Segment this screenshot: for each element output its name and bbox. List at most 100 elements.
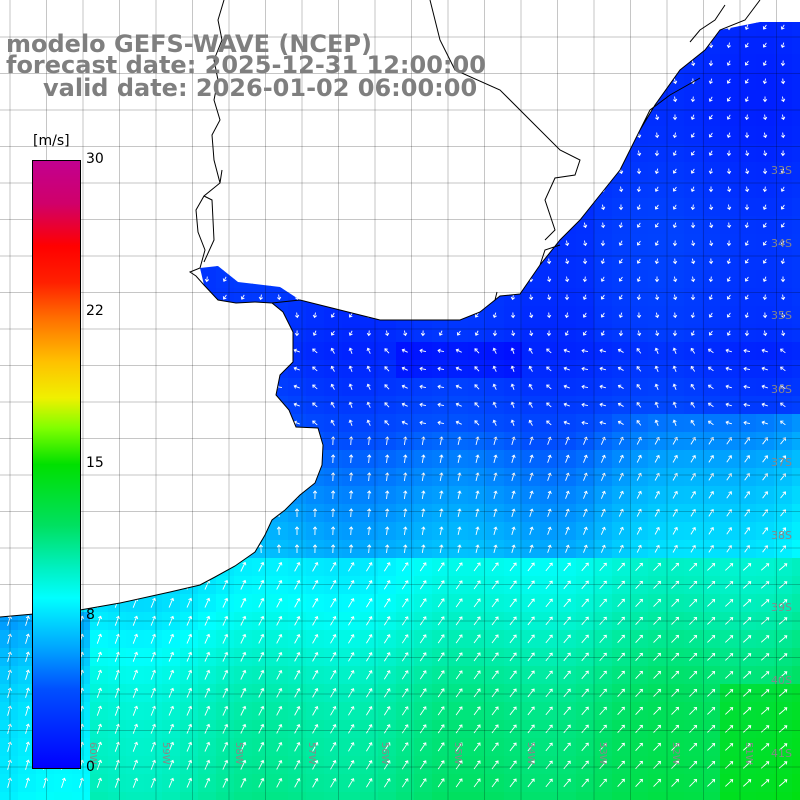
wind-arrow-icon [276, 222, 281, 228]
wind-arrow-icon [564, 168, 569, 174]
wind-arrow-icon [150, 544, 155, 554]
wind-arrow-icon [222, 150, 228, 157]
wind-arrow-icon [547, 78, 552, 85]
wind-arrow-icon [168, 454, 173, 464]
wind-arrow-icon [384, 204, 389, 211]
wind-speed-cell [378, 126, 397, 145]
wind-speed-cell [0, 360, 19, 379]
wind-arrow-icon [25, 114, 30, 121]
wind-speed-cell [504, 108, 523, 127]
wind-arrow-icon [456, 186, 462, 193]
wind-arrow-icon [168, 330, 174, 337]
wind-speed-cell [792, 432, 800, 451]
wind-speed-cell [0, 522, 19, 541]
wind-arrow-icon [132, 294, 137, 301]
wind-arrow-icon [114, 544, 119, 553]
wind-speed-cell [252, 504, 271, 523]
wind-speed-cell [0, 486, 19, 505]
wind-arrow-icon [420, 222, 425, 229]
wind-speed-cell [144, 432, 163, 451]
wind-arrow-icon [691, 42, 696, 49]
wind-speed-cell [144, 108, 163, 127]
wind-speed-cell [414, 216, 433, 235]
wind-arrow-icon [24, 526, 29, 535]
wind-arrow-icon [438, 186, 443, 192]
wind-speed-cell [504, 72, 523, 91]
wind-arrow-icon [402, 186, 407, 192]
wind-speed-cell [792, 54, 800, 73]
wind-arrow-icon [60, 150, 65, 156]
wind-arrow-icon [150, 472, 155, 482]
wind-arrow-icon [186, 544, 191, 554]
wind-arrow-icon [222, 508, 227, 518]
wind-speed-cell [594, 22, 613, 37]
wind-arrow-icon [565, 42, 570, 49]
wind-arrow-icon [258, 276, 263, 282]
latitude-label: 33S [771, 164, 792, 177]
wind-speed-cell [216, 450, 235, 469]
wind-arrow-icon [528, 24, 533, 30]
wind-speed-cell [504, 252, 523, 271]
wind-speed-cell [612, 126, 631, 145]
wind-arrow-icon [25, 597, 30, 608]
wind-arrow-icon [7, 330, 12, 337]
wind-arrow-icon [132, 258, 137, 264]
wind-arrow-icon [493, 186, 498, 193]
wind-speed-cell [792, 792, 800, 800]
wind-arrow-icon [294, 454, 300, 464]
wind-arrow-icon [186, 114, 191, 121]
wind-speed-cell [594, 36, 613, 55]
wind-arrow-icon [149, 384, 156, 390]
wind-speed-cell [630, 54, 649, 73]
wind-arrow-icon [96, 436, 101, 445]
wind-arrow-icon [474, 24, 480, 31]
wind-arrow-icon [275, 366, 283, 371]
wind-speed-cell [486, 270, 505, 289]
wind-speed-cell [792, 558, 800, 577]
wind-speed-cell [324, 234, 343, 253]
wind-arrow-icon [204, 347, 209, 354]
wind-arrow-icon [275, 348, 283, 353]
wind-speed-cell [180, 252, 199, 271]
wind-speed-cell [234, 270, 253, 289]
wind-arrow-icon [582, 78, 587, 85]
wind-speed-cell [90, 522, 109, 541]
wind-arrow-icon [547, 60, 552, 67]
wind-arrow-icon [402, 132, 408, 139]
wind-arrow-icon [492, 132, 498, 139]
wind-speed-cell [612, 22, 631, 37]
wind-speed-cell [288, 126, 307, 145]
wind-speed-cell [414, 22, 433, 37]
wind-speed-cell [486, 90, 505, 109]
wind-speed-cell [522, 90, 541, 109]
wind-speed-cell [180, 504, 199, 523]
wind-speed-cell [306, 234, 325, 253]
wind-speed-cell [252, 522, 271, 541]
wind-arrow-icon [330, 258, 336, 265]
wind-arrow-icon [402, 204, 407, 210]
wind-arrow-icon [510, 168, 516, 175]
wind-arrow-icon [97, 186, 102, 193]
wind-speed-cell [612, 72, 631, 91]
wind-arrow-icon [510, 204, 515, 211]
wind-speed-cell [216, 198, 235, 217]
wind-arrow-icon [133, 150, 138, 157]
wind-speed-cell [126, 198, 145, 217]
wind-speed-cell [162, 288, 181, 307]
wind-speed-cell [360, 198, 379, 217]
wind-speed-cell [540, 792, 559, 800]
wind-arrow-icon [150, 508, 155, 518]
wind-arrow-icon [95, 384, 102, 389]
wind-speed-cell [198, 558, 217, 577]
wind-speed-cell [108, 378, 127, 397]
wind-speed-cell [738, 792, 757, 800]
wind-speed-cell [198, 288, 217, 307]
wind-arrow-icon [492, 60, 497, 66]
wind-arrow-icon [25, 561, 30, 572]
wind-arrow-icon [240, 454, 245, 464]
wind-speed-cell [180, 522, 199, 541]
wind-speed-cell [288, 432, 307, 451]
wind-arrow-icon [187, 258, 192, 265]
wind-speed-cell [396, 144, 415, 163]
wind-arrow-icon [257, 384, 265, 389]
